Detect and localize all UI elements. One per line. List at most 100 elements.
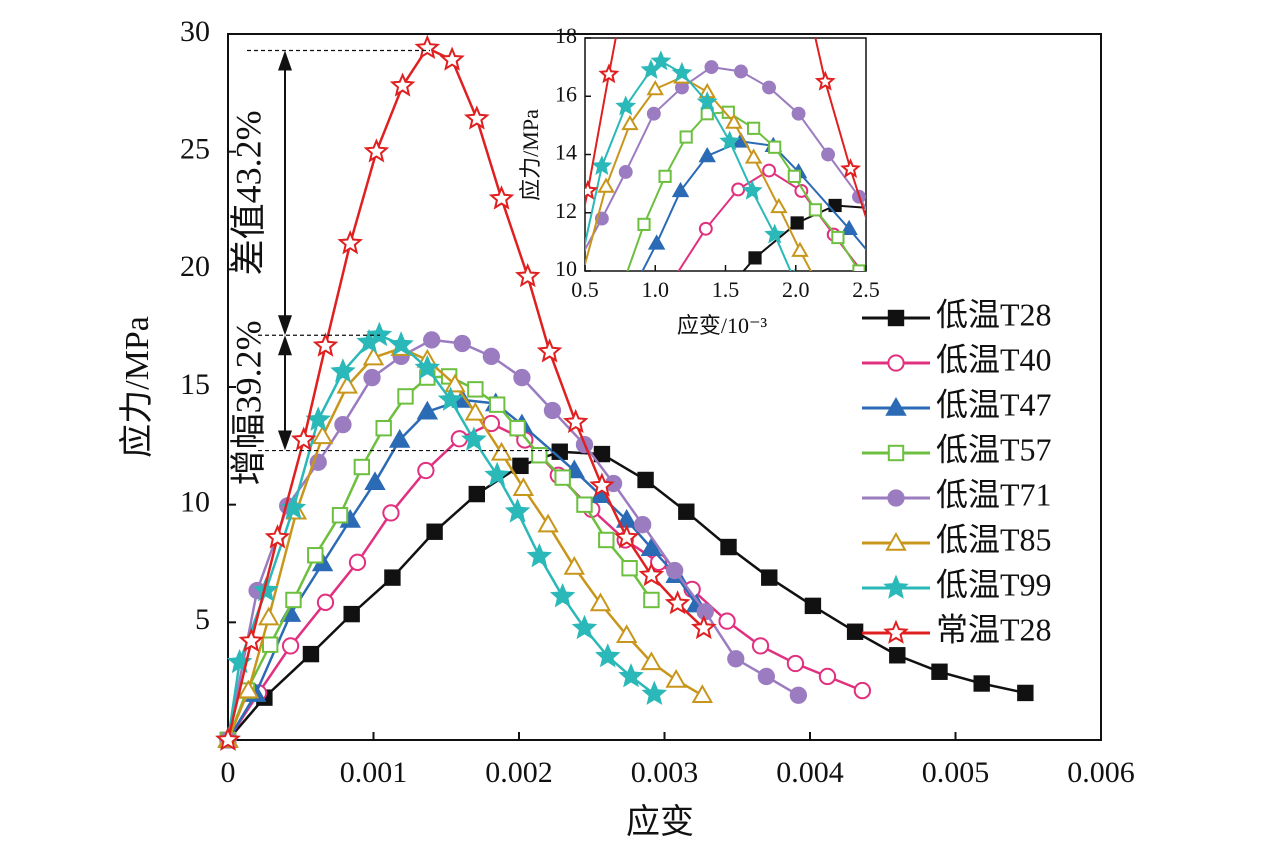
marker bbox=[671, 61, 693, 82]
marker bbox=[337, 229, 364, 255]
legend-label: 低温T47 bbox=[936, 386, 1052, 422]
marker bbox=[791, 241, 809, 257]
marker bbox=[362, 346, 385, 366]
marker bbox=[613, 524, 640, 549]
marker bbox=[1017, 684, 1034, 702]
marker bbox=[804, 597, 822, 615]
y-tick-label: 10 bbox=[180, 486, 210, 519]
marker bbox=[543, 401, 562, 420]
y-tick-label: 5 bbox=[195, 603, 210, 636]
marker bbox=[787, 169, 801, 183]
marker bbox=[426, 523, 443, 540]
marker bbox=[348, 553, 367, 571]
marker bbox=[887, 309, 905, 327]
marker bbox=[507, 554, 523, 569]
marker bbox=[589, 472, 615, 497]
marker bbox=[461, 426, 487, 451]
marker bbox=[643, 591, 660, 609]
marker bbox=[593, 328, 604, 339]
marker bbox=[531, 447, 548, 464]
marker bbox=[909, 290, 921, 302]
marker bbox=[238, 627, 265, 653]
marker bbox=[952, 274, 963, 285]
marker bbox=[721, 105, 735, 119]
marker bbox=[526, 542, 553, 568]
marker bbox=[363, 368, 381, 387]
marker bbox=[647, 234, 666, 250]
marker bbox=[598, 531, 615, 549]
marker bbox=[598, 63, 620, 84]
marker bbox=[585, 179, 599, 200]
marker bbox=[1237, 487, 1248, 498]
marker bbox=[363, 138, 390, 163]
series-line bbox=[227, 450, 1026, 741]
marker bbox=[599, 337, 613, 349]
marker bbox=[842, 341, 856, 353]
marker bbox=[640, 537, 663, 556]
legend-label: 常温T28 bbox=[936, 611, 1052, 647]
marker bbox=[830, 376, 846, 391]
y-tick-label: 25 bbox=[180, 133, 210, 166]
marker bbox=[366, 321, 393, 347]
marker bbox=[646, 79, 664, 96]
marker bbox=[690, 614, 717, 640]
marker bbox=[414, 354, 441, 380]
marker bbox=[618, 165, 633, 179]
marker bbox=[618, 663, 644, 688]
marker bbox=[572, 383, 583, 394]
x-tick-label: 0.002 bbox=[485, 756, 553, 789]
marker bbox=[615, 95, 637, 116]
marker bbox=[423, 331, 441, 349]
marker bbox=[264, 524, 291, 549]
marker bbox=[593, 445, 611, 463]
marker bbox=[762, 80, 777, 95]
marker bbox=[725, 113, 743, 129]
x-tick-label: 0.005 bbox=[922, 756, 990, 789]
marker bbox=[867, 386, 881, 398]
marker bbox=[865, 265, 866, 266]
marker bbox=[668, 356, 679, 367]
marker bbox=[678, 503, 695, 520]
inset-x-tick-label: 0.5 bbox=[571, 277, 599, 302]
marker bbox=[311, 425, 334, 445]
legend-label: 低温T40 bbox=[936, 341, 1052, 377]
marker bbox=[640, 651, 663, 671]
marker bbox=[751, 637, 770, 655]
marker bbox=[615, 624, 638, 644]
marker bbox=[258, 606, 280, 626]
marker bbox=[887, 354, 905, 372]
marker bbox=[814, 70, 836, 91]
marker bbox=[679, 130, 693, 144]
marker bbox=[512, 457, 529, 475]
marker bbox=[549, 582, 576, 608]
marker bbox=[852, 264, 866, 271]
y-tick-label: 15 bbox=[180, 368, 210, 401]
inset-y-tick-label: 10 bbox=[555, 256, 577, 281]
marker bbox=[617, 279, 628, 290]
marker bbox=[887, 489, 905, 507]
marker bbox=[889, 647, 906, 664]
marker bbox=[887, 444, 905, 462]
marker bbox=[870, 203, 881, 214]
marker bbox=[307, 547, 324, 564]
main-plot: 0 0.001 0.002 0.003 0.004 0.005 0.006 5 10 15 20 25… bbox=[180, 15, 1135, 789]
x-tick-label: 0 bbox=[221, 756, 236, 789]
marker bbox=[881, 239, 893, 251]
marker bbox=[509, 556, 521, 568]
marker bbox=[727, 650, 745, 668]
marker bbox=[851, 416, 867, 431]
marker bbox=[719, 130, 741, 151]
marker bbox=[918, 383, 929, 394]
marker bbox=[865, 244, 866, 245]
marker bbox=[696, 603, 714, 621]
marker bbox=[364, 471, 386, 491]
marker bbox=[589, 592, 612, 612]
inset-x-label: 应变/10⁻³ bbox=[677, 313, 768, 338]
marker bbox=[621, 114, 639, 131]
marker bbox=[626, 283, 640, 295]
marker bbox=[704, 60, 719, 75]
marker bbox=[925, 336, 937, 348]
marker bbox=[1074, 391, 1085, 402]
marker bbox=[764, 223, 786, 244]
marker bbox=[671, 181, 690, 198]
